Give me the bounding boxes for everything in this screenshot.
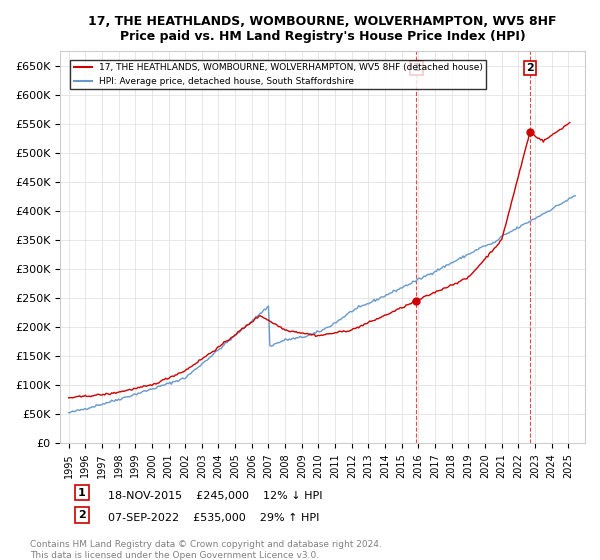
Legend: 17, THE HEATHLANDS, WOMBOURNE, WOLVERHAMPTON, WV5 8HF (detached house), HPI: Ave: 17, THE HEATHLANDS, WOMBOURNE, WOLVERHAM… [70, 59, 487, 89]
Title: 17, THE HEATHLANDS, WOMBOURNE, WOLVERHAMPTON, WV5 8HF
Price paid vs. HM Land Reg: 17, THE HEATHLANDS, WOMBOURNE, WOLVERHAM… [88, 15, 557, 43]
Text: 18-NOV-2015    £245,000    12% ↓ HPI: 18-NOV-2015 £245,000 12% ↓ HPI [108, 491, 323, 501]
Point [412, 296, 421, 305]
Text: Contains HM Land Registry data © Crown copyright and database right 2024.
This d: Contains HM Land Registry data © Crown c… [30, 540, 382, 560]
Text: 07-SEP-2022    £535,000    29% ↑ HPI: 07-SEP-2022 £535,000 29% ↑ HPI [108, 513, 319, 523]
Text: 2: 2 [526, 63, 534, 73]
Text: 2: 2 [78, 510, 86, 520]
Text: 1: 1 [78, 488, 86, 498]
Point [525, 128, 535, 137]
Text: 1: 1 [413, 63, 420, 73]
